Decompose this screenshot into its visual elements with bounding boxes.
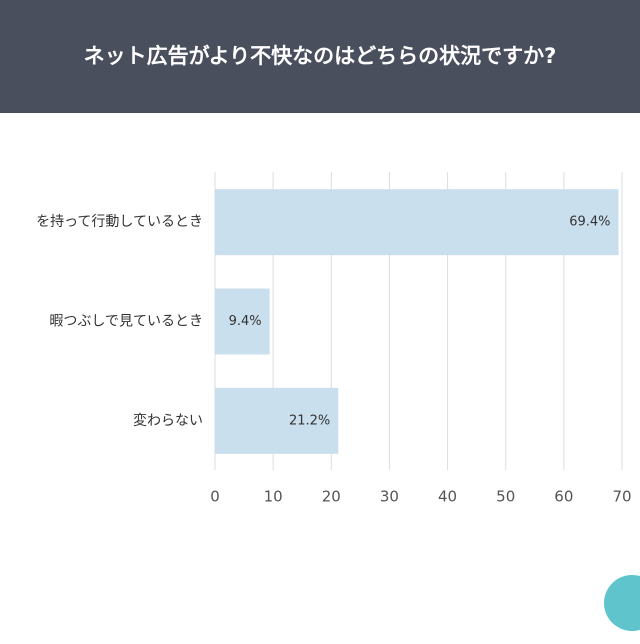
x-tick-label: 60 xyxy=(554,488,573,506)
x-tick-label: 10 xyxy=(264,488,283,506)
value-label: 69.4% xyxy=(569,215,610,230)
x-tick-label: 40 xyxy=(438,488,457,506)
x-tick-label: 30 xyxy=(380,488,399,506)
value-label: 21.2% xyxy=(289,413,330,428)
x-tick-label: 20 xyxy=(322,488,341,506)
y-tick-label: 変わらない xyxy=(133,412,203,429)
y-tick-label: を持って行動しているとき xyxy=(36,214,203,230)
bar xyxy=(215,387,339,454)
x-tick-label: 70 xyxy=(612,488,631,506)
logo xyxy=(604,575,640,631)
y-tick-label: 暇つぶしで見ているとき xyxy=(49,314,203,330)
x-tick-label: 0 xyxy=(210,488,220,506)
value-label: 9.4% xyxy=(229,314,262,329)
bar xyxy=(215,288,270,355)
header-band xyxy=(0,0,640,113)
x-tick-label: 50 xyxy=(496,488,515,506)
chart-title: ネット広告がより不快なのはどちらの状況ですか? xyxy=(84,44,557,68)
bar xyxy=(215,189,619,256)
